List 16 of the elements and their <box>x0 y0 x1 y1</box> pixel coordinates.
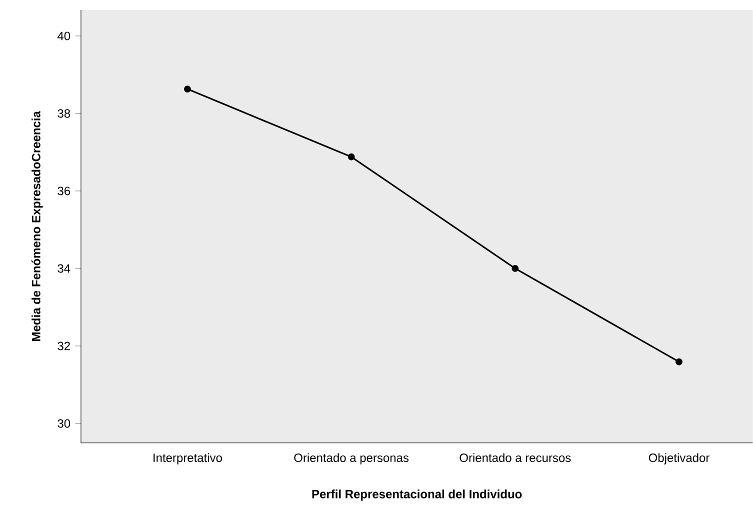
point <box>348 153 355 160</box>
y-tick-label: 30 <box>58 419 70 428</box>
x-axis-title: Perfil Representacional del Individuo <box>312 490 522 501</box>
y-tick-label: 32 <box>58 342 70 350</box>
point <box>512 265 519 272</box>
point <box>676 358 682 366</box>
y-tick-label: 40 <box>58 32 70 40</box>
x-tick-label: Orientado a recursos <box>460 453 571 462</box>
y-tick-label: 36 <box>58 186 70 196</box>
x-tick-label: Objetivador <box>648 453 710 465</box>
y-tick-label: 34 <box>58 264 70 273</box>
point <box>184 86 191 93</box>
x-tick-label: Interpretativo <box>154 453 222 465</box>
y-tick-label: 38 <box>58 109 70 118</box>
x-tick-label: Orientado a personas <box>294 453 409 465</box>
y-axis-title: Media de Fenómeno ExpresadoCreencia <box>31 111 43 342</box>
